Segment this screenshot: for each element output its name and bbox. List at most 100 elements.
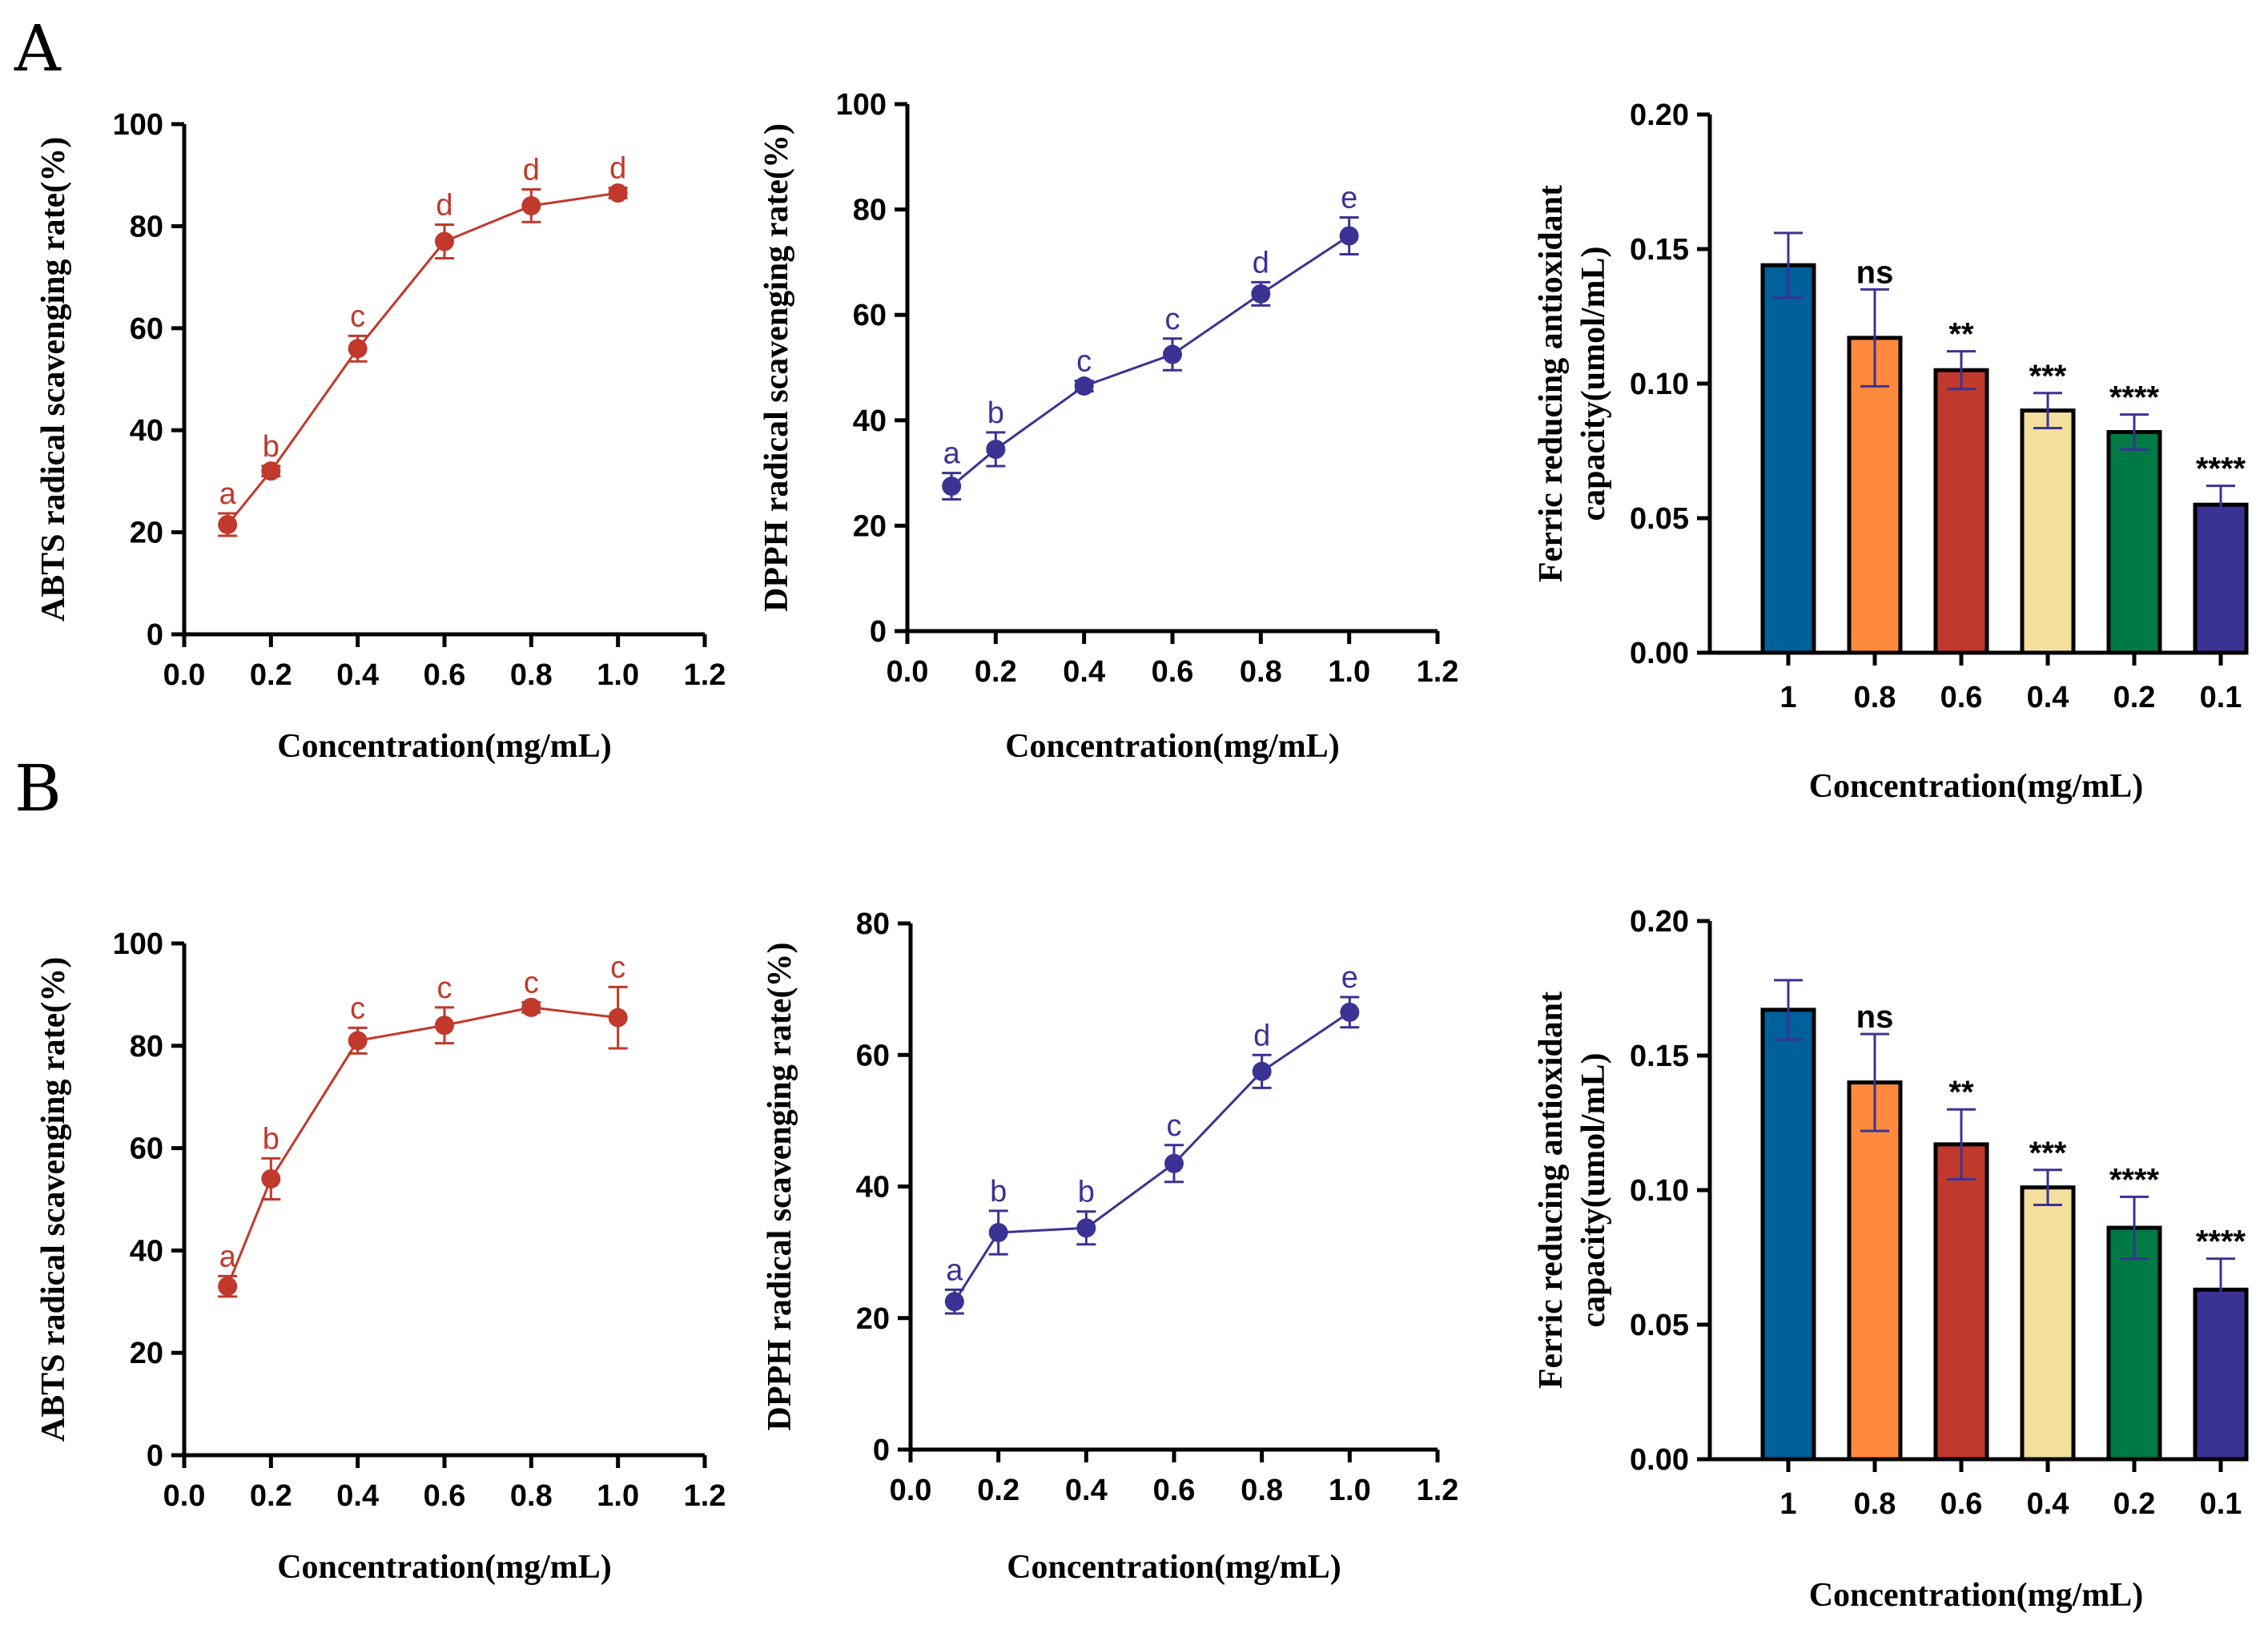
y-axis-label: DPPH radical scavenging rate(%) <box>758 123 795 612</box>
bar <box>1933 1142 1989 1462</box>
significance-letter: d <box>1253 246 1269 280</box>
bar <box>2193 502 2249 655</box>
significance-letter: b <box>263 1122 279 1156</box>
x-tick-label: 0.6 <box>424 1479 466 1513</box>
y-tick-label: 20 <box>130 517 163 550</box>
series-line <box>951 235 1350 488</box>
y-axis-label: ABTS radical scavenging rate(%) <box>35 137 72 621</box>
x-tick-label: 0.6 <box>1152 655 1194 689</box>
x-tick-label: 1.0 <box>597 658 639 692</box>
series-line <box>953 1011 1351 1303</box>
data-point <box>944 1292 964 1312</box>
data-point <box>218 515 238 535</box>
significance-letter: a <box>219 477 237 511</box>
chart-A-frap: 0.00 0.05 0.10 0.15 0.20 Ferric reducing anti… <box>1533 99 2249 805</box>
bar <box>2106 1225 2162 1462</box>
bar <box>1933 368 1989 655</box>
x-tick-label: 0.2 <box>250 1479 292 1513</box>
x-tick-label: 0.4 <box>336 1479 379 1513</box>
series-line <box>227 191 618 525</box>
y-tick-label: 20 <box>130 1337 163 1370</box>
bar <box>1847 1080 1903 1462</box>
x-tick-label: 1.0 <box>1328 655 1370 689</box>
x-tick-label: 0.4 <box>1065 1474 1108 1507</box>
bar <box>2020 408 2076 655</box>
x-tick-label: 0.2 <box>250 658 292 692</box>
x-tick-label: 0.4 <box>336 658 379 692</box>
x-tick-label: 0.1 <box>2200 681 2242 714</box>
data-point <box>608 1008 628 1028</box>
y-axis-label: DPPH radical scavenging rate(%) <box>762 942 798 1430</box>
x-tick-label: 0.4 <box>2027 681 2069 714</box>
x-tick-label: 0.0 <box>890 1474 932 1507</box>
y-tick-label: 80 <box>856 907 890 941</box>
y-tick-label: 40 <box>856 1171 890 1205</box>
x-tick-label: 0.8 <box>1854 1487 1896 1521</box>
significance-letter: c <box>1076 344 1092 378</box>
significance-letter: a <box>943 437 961 471</box>
data-point <box>435 1016 454 1036</box>
y-axis-label: Ferric reducing antioxidant <box>1533 991 1570 1389</box>
y-tick-label: 0.10 <box>1630 368 1689 401</box>
y-tick-label: 20 <box>853 509 887 543</box>
y-axis-label: capacity(umol/mL) <box>1575 247 1612 521</box>
significance-letter: c <box>524 966 539 1000</box>
data-point <box>261 1168 281 1189</box>
significance-mark: **** <box>2109 380 2160 416</box>
significance-mark: ns <box>1856 255 1894 290</box>
significance-mark: **** <box>2109 1162 2160 1197</box>
data-point <box>1339 226 1359 246</box>
x-axis-label: Concentration(mg/mL) <box>1809 768 2144 805</box>
x-tick-label: 0.8 <box>1240 655 1282 689</box>
y-tick-label: 0.20 <box>1630 99 1689 132</box>
significance-letter: b <box>263 430 279 464</box>
charts-container: 0 20 40 60 80 100 ABTS radical scavenging rate… <box>35 88 2249 1614</box>
data-point <box>348 1031 368 1051</box>
significance-letter: b <box>990 1175 1007 1209</box>
bar <box>2106 429 2162 655</box>
y-tick-label: 0.00 <box>1630 637 1689 670</box>
data-point <box>1340 1002 1360 1022</box>
data-point <box>1076 1218 1096 1238</box>
data-point <box>1252 1061 1272 1081</box>
x-tick-label: 0.2 <box>975 655 1017 689</box>
data-point <box>1163 344 1182 364</box>
x-axis-label: Concentration(mg/mL) <box>1809 1577 2144 1614</box>
x-tick-label: 0.6 <box>1940 681 1983 714</box>
significance-letter: c <box>610 951 625 984</box>
data-point <box>1164 1153 1184 1173</box>
y-tick-label: 0.15 <box>1630 233 1689 267</box>
chart-A-dpph: 0 20 40 60 80 100 DPPH radical scavenging rate… <box>758 88 1458 765</box>
y-tick-label: 0 <box>147 618 163 652</box>
panel-label-a: A <box>14 11 62 86</box>
data-point <box>261 461 281 481</box>
significance-letter: d <box>1253 1019 1270 1052</box>
data-point <box>521 997 541 1017</box>
y-tick-label: 100 <box>836 88 887 122</box>
data-point <box>1251 284 1271 304</box>
chart-B-dpph: 0 20 40 60 80 DPPH radical scavenging rate(%)… <box>762 907 1458 1586</box>
y-tick-label: 0 <box>873 1434 890 1467</box>
x-tick-label: 1 <box>1779 1487 1796 1521</box>
x-tick-label: 0.2 <box>2113 681 2156 714</box>
y-tick-label: 0.05 <box>1630 502 1689 536</box>
x-tick-label: 0.0 <box>163 1479 206 1513</box>
y-tick-label: 0.15 <box>1630 1040 1689 1073</box>
y-tick-label: 80 <box>130 210 163 243</box>
significance-letter: c <box>1167 1109 1182 1143</box>
bar <box>1760 1008 1816 1462</box>
y-tick-label: 60 <box>130 1132 163 1166</box>
y-tick-label: 60 <box>130 312 163 346</box>
y-tick-label: 40 <box>853 404 887 438</box>
significance-letter: a <box>219 1240 237 1273</box>
significance-mark: *** <box>2029 1136 2067 1171</box>
y-axis-label: Ferric reducing antioxidant <box>1533 185 1570 582</box>
x-tick-label: 0.6 <box>1153 1474 1196 1507</box>
data-point <box>986 439 1006 459</box>
y-tick-label: 100 <box>113 108 163 142</box>
x-tick-label: 1.2 <box>1417 655 1459 689</box>
x-tick-label: 0.4 <box>1063 655 1105 689</box>
significance-letter: d <box>609 152 626 186</box>
panel-label-b: B <box>14 751 62 826</box>
